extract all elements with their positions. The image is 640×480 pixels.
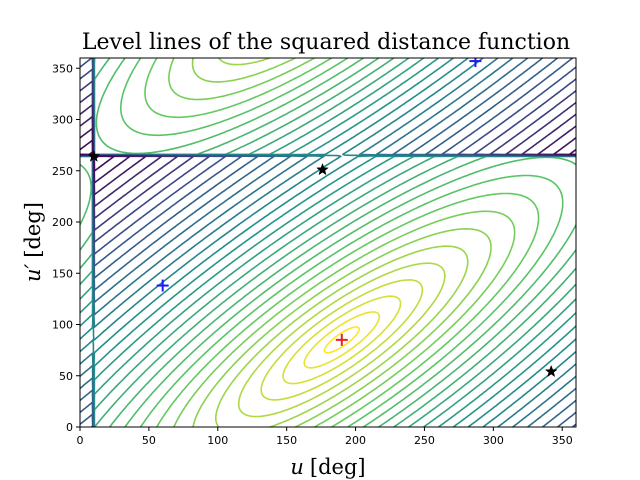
y-tick-label: 0: [66, 421, 73, 434]
contour-level-line: [323, 326, 361, 354]
y-tick-label: 50: [59, 370, 73, 383]
plot-area: [80, 58, 576, 427]
x-axis-unit: [deg]: [310, 455, 366, 479]
contour-level-line: [237, 262, 446, 418]
contour-level-line: [191, 58, 492, 427]
x-tick-label: 200: [345, 434, 366, 447]
star-marker: [87, 149, 101, 162]
plot-frame: [79, 57, 577, 428]
contour-level-line: [303, 311, 381, 369]
point-markers: [87, 58, 558, 378]
contour-level-line: [215, 58, 469, 427]
x-tick-label: 250: [414, 434, 435, 447]
contour-level-line: [260, 279, 424, 401]
x-axis-ticks: 0 50 100 150 200 250 300 350: [77, 427, 573, 447]
x-tick-label: 100: [207, 434, 228, 447]
x-tick-label: 350: [552, 434, 573, 447]
y-tick-label: 250: [52, 165, 73, 178]
y-tick-label: 350: [52, 62, 73, 75]
y-tick-label: 150: [52, 267, 73, 280]
star-marker: [544, 364, 558, 378]
y-tick-label: 200: [52, 216, 73, 229]
x-tick-label: 0: [77, 434, 84, 447]
plus-marker: [335, 333, 348, 346]
contour-level-line: [168, 58, 516, 427]
x-axis-variable: u: [290, 455, 304, 479]
x-tick-label: 150: [276, 434, 297, 447]
plot-background: [80, 58, 576, 427]
x-tick-label: 300: [483, 434, 504, 447]
chart-title: Level lines of the squared distance func…: [82, 30, 570, 55]
plus-marker: [156, 279, 169, 292]
contour-level-line: [144, 58, 540, 427]
y-axis-unit: [deg]: [21, 202, 45, 258]
y-axis-variable: u′: [21, 263, 45, 282]
y-tick-label: 300: [52, 114, 73, 127]
x-tick-label: 50: [142, 434, 156, 447]
contour-level-line: [120, 58, 564, 427]
x-axis-label: u [deg]: [290, 455, 365, 479]
contour-lines: [80, 58, 576, 427]
star-marker: [316, 162, 329, 176]
y-tick-label: 100: [52, 319, 73, 332]
contour-level-line: [282, 295, 402, 385]
y-axis-ticks: 0 50 100 150 200 250 300 350: [52, 62, 80, 434]
plus-marker: [469, 58, 482, 68]
y-axis-label: u′ [deg]: [21, 202, 45, 282]
